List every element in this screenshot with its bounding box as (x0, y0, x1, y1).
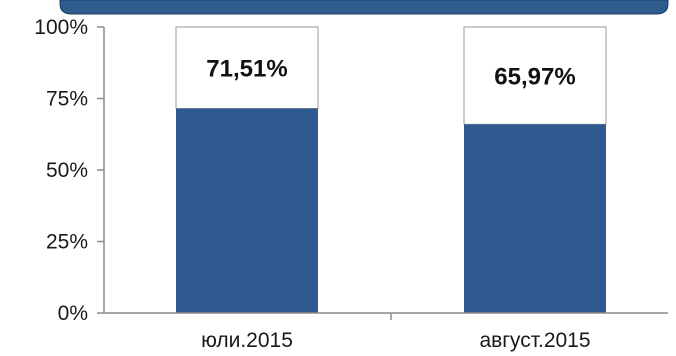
bar-value-segment (464, 124, 606, 313)
bars: 71,51% 65,97% (175, 26, 607, 313)
x-category-label: август.2015 (479, 329, 590, 352)
y-axis: 0% 25% 50% 75% 100% (34, 16, 105, 325)
x-category-label: юли.2015 (201, 329, 293, 352)
y-tick-label: 100% (34, 16, 88, 39)
y-tick-label: 50% (46, 159, 88, 182)
header-band (59, 0, 669, 15)
y-tick-label: 75% (46, 88, 88, 111)
y-tick-label: 25% (46, 231, 88, 254)
y-tick-label: 0% (58, 302, 88, 325)
x-axis: юли.2015 август.2015 (104, 312, 668, 352)
bar-value-segment (176, 108, 318, 313)
bar-data-label: 65,97% (494, 64, 575, 91)
bar-data-label: 71,51% (206, 56, 287, 83)
bar-remainder-segment (463, 26, 607, 125)
